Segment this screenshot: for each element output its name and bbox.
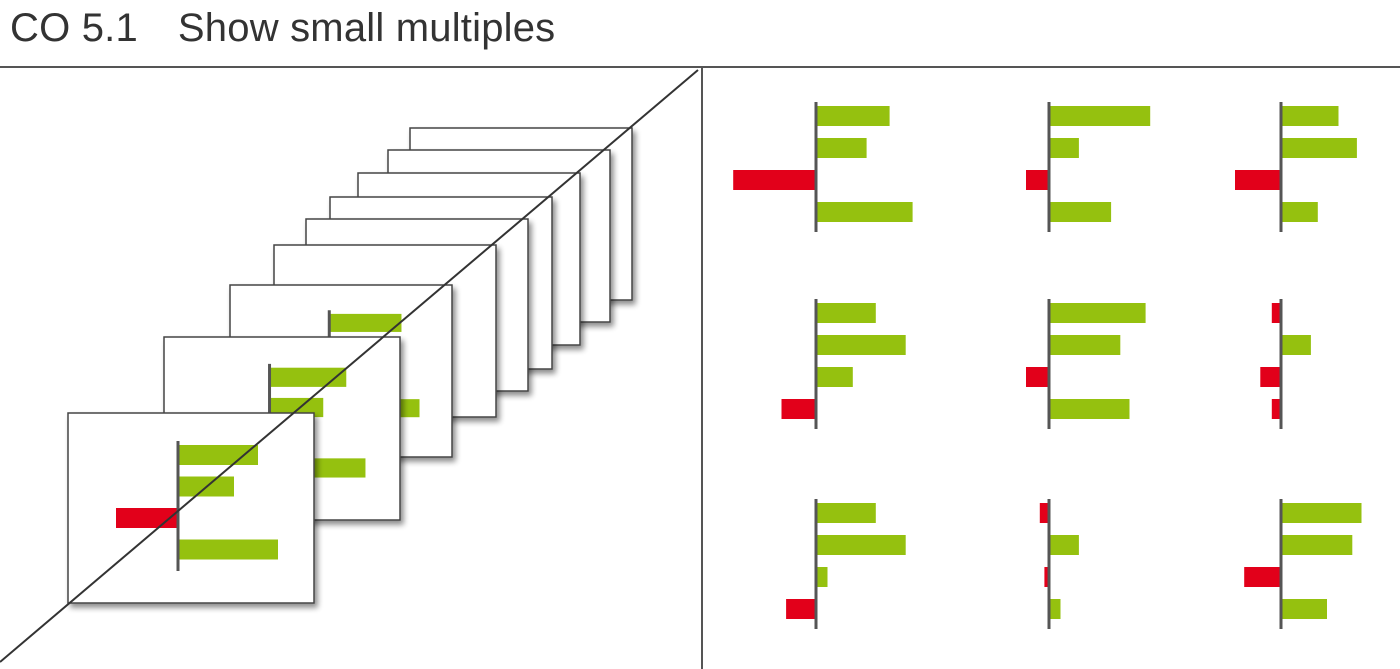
card-stack <box>67 127 633 604</box>
small-multiple-chart <box>1039 499 1079 629</box>
chart-bar <box>1049 399 1130 419</box>
chart-bar <box>1049 535 1079 555</box>
chart-bar <box>1049 138 1079 158</box>
card-bar <box>269 367 347 387</box>
card-frame <box>67 412 315 604</box>
chart-bar <box>1281 599 1327 619</box>
top-rule <box>0 66 1400 68</box>
chart-bar <box>786 599 816 619</box>
chart-bar <box>1049 335 1121 355</box>
small-multiple-chart <box>786 499 906 629</box>
chart-bar <box>816 335 906 355</box>
chart-bar <box>1271 303 1281 323</box>
stacked-card <box>67 412 315 604</box>
chart-bar <box>1281 138 1357 158</box>
chart-bar <box>781 399 816 419</box>
chart-bar <box>816 138 867 158</box>
small-multiple-chart <box>1026 102 1151 232</box>
chart-bar <box>1281 202 1318 222</box>
chart-bar <box>1026 367 1049 387</box>
chart-bar <box>816 303 876 323</box>
small-multiple-chart <box>1244 499 1362 629</box>
chart-bar <box>1049 303 1146 323</box>
chart-bar <box>1244 567 1281 587</box>
page-title: CO 5.1 Show small multiples <box>10 4 555 52</box>
chart-bar <box>1271 399 1281 419</box>
small-multiple-chart <box>1260 299 1311 429</box>
chart-bar <box>1039 503 1049 523</box>
chart-bar <box>1044 567 1049 587</box>
chart-bar <box>816 106 890 126</box>
chart-bar <box>1260 367 1281 387</box>
small-multiple-chart <box>781 299 906 429</box>
chart-bar <box>816 367 853 387</box>
chart-bar <box>816 535 906 555</box>
chart-bar <box>733 170 816 190</box>
title-text: Show small multiples <box>177 6 556 50</box>
title-code: CO 5.1 <box>10 6 138 50</box>
chart-bar <box>1049 106 1151 126</box>
diagonal-line <box>0 69 699 663</box>
chart-bar <box>1281 335 1311 355</box>
panel-divider <box>701 66 703 669</box>
chart-bar <box>1281 503 1362 523</box>
chart-bar <box>816 503 876 523</box>
chart-bar <box>1235 170 1281 190</box>
chart-bar <box>1049 202 1112 222</box>
chart-bar <box>1281 106 1339 126</box>
small-multiple-chart <box>1026 299 1146 429</box>
chart-bar <box>1026 170 1049 190</box>
chart-bar <box>1281 535 1353 555</box>
small-multiples-grid <box>733 102 1362 629</box>
chart-bar <box>816 567 828 587</box>
small-multiple-chart <box>733 102 913 232</box>
card-bar <box>178 539 278 560</box>
card-bar <box>178 445 258 465</box>
small-multiple-chart <box>1235 102 1357 232</box>
chart-bar <box>816 202 913 222</box>
chart-bar <box>1049 599 1061 619</box>
card-bar <box>329 313 402 332</box>
